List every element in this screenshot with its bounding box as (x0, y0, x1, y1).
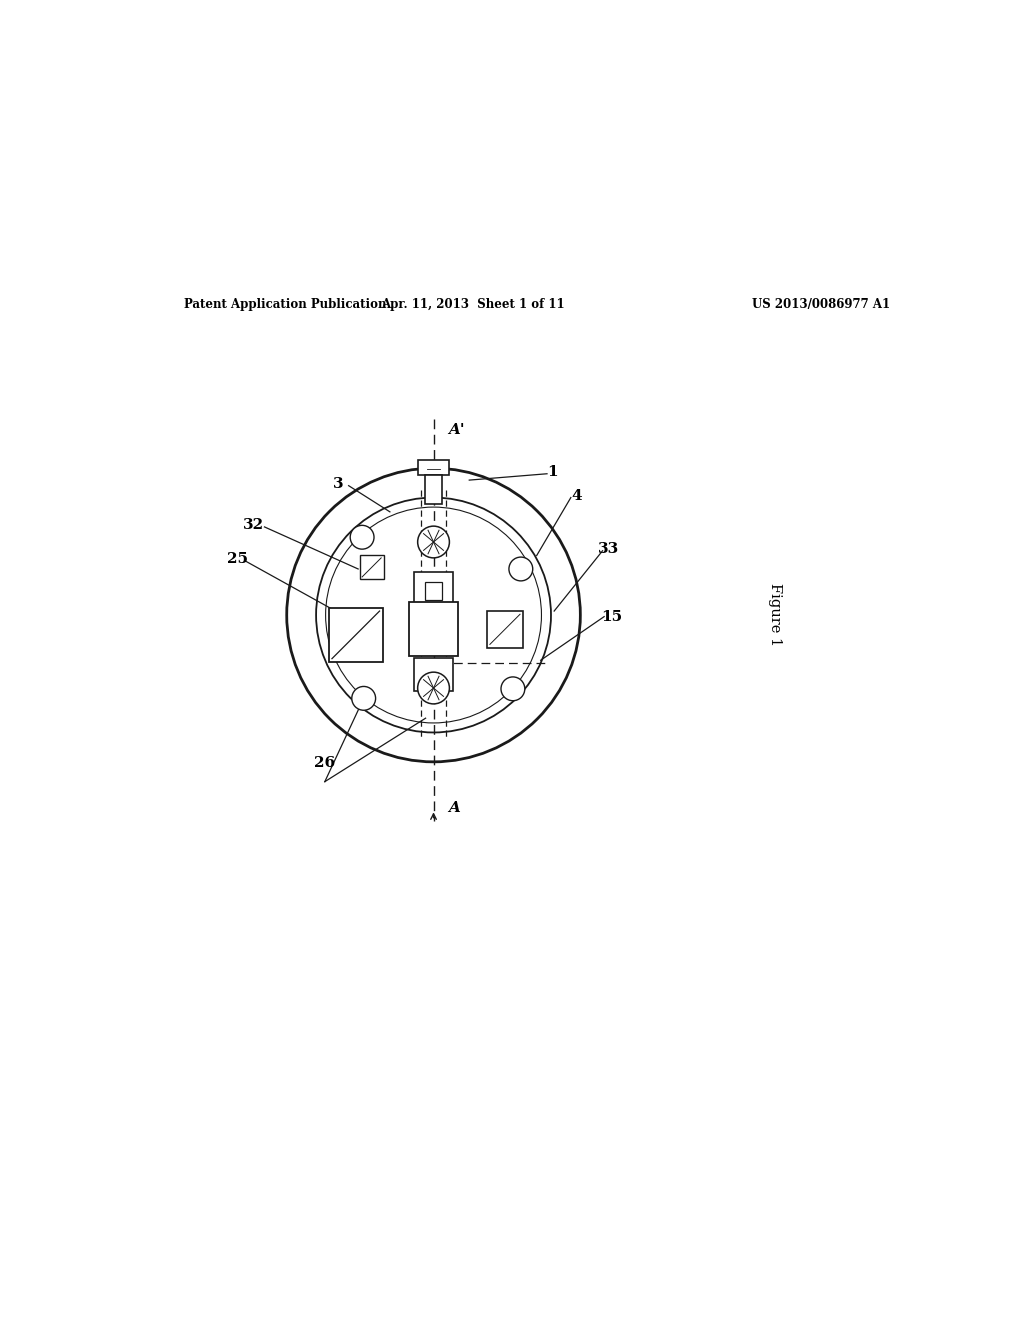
Bar (425, 475, 442, 504)
Circle shape (501, 677, 524, 701)
Text: 3: 3 (333, 477, 344, 491)
Text: US 2013/0086977 A1: US 2013/0086977 A1 (752, 298, 890, 312)
Bar (329, 609, 383, 661)
Circle shape (509, 557, 532, 581)
Bar (359, 556, 384, 579)
Text: 25: 25 (227, 553, 248, 566)
Bar (425, 582, 442, 599)
Circle shape (418, 672, 450, 704)
Text: 1: 1 (547, 465, 558, 479)
Text: A': A' (447, 422, 464, 437)
Text: 33: 33 (597, 543, 618, 556)
Text: 4: 4 (571, 488, 582, 503)
Text: A: A (447, 801, 460, 814)
Circle shape (352, 686, 376, 710)
Bar (409, 602, 458, 656)
Bar (486, 611, 523, 648)
Bar (415, 657, 453, 692)
Circle shape (350, 525, 374, 549)
Text: 26: 26 (314, 756, 336, 771)
Text: Figure 1: Figure 1 (768, 583, 781, 647)
Text: 15: 15 (601, 610, 623, 623)
Bar (419, 461, 449, 475)
Circle shape (418, 527, 450, 558)
Text: 32: 32 (243, 519, 264, 532)
Bar (414, 572, 454, 610)
Text: Patent Application Publication: Patent Application Publication (183, 298, 386, 312)
Text: Apr. 11, 2013  Sheet 1 of 11: Apr. 11, 2013 Sheet 1 of 11 (381, 298, 565, 312)
